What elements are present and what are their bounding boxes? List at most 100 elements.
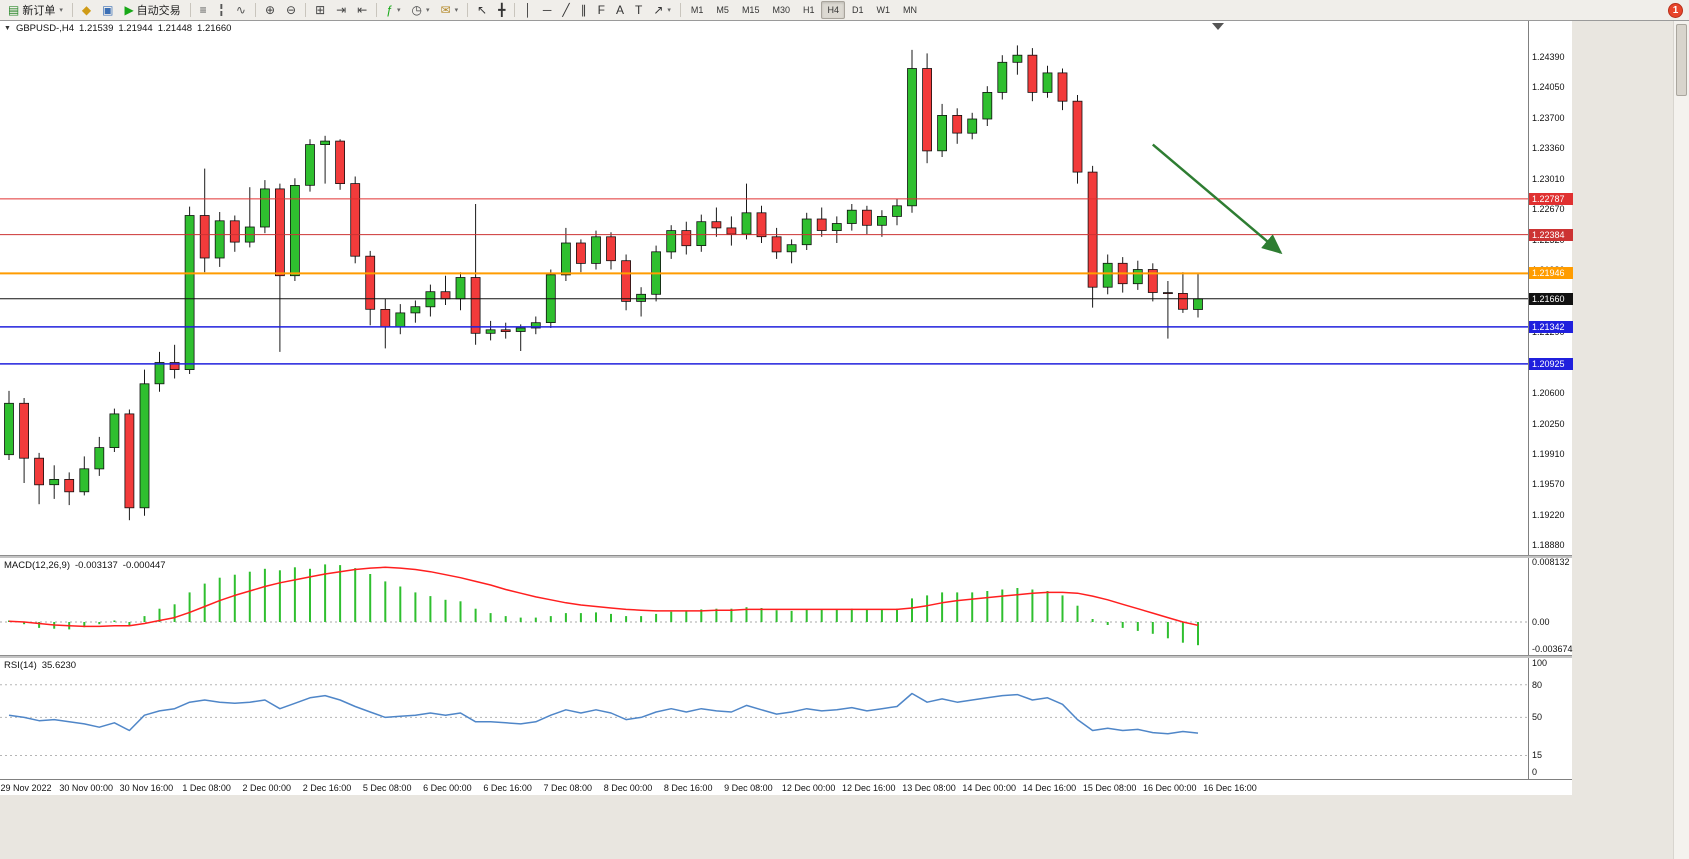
label-icon-button[interactable]: T — [630, 1, 647, 19]
trendline-icon: ╱ — [562, 3, 570, 17]
charts-icon-button[interactable]: ◆ — [77, 1, 96, 19]
zoom-out-icon: ⊖ — [286, 3, 297, 17]
toolbar-separator — [254, 3, 256, 17]
rsi-plot[interactable] — [0, 658, 1528, 779]
axis-tick: 0.00 — [1532, 617, 1550, 627]
cursor-icon: ↖ — [477, 3, 488, 17]
time-axis-label: 30 Nov 00:00 — [59, 783, 113, 793]
macd-signal-value: -0.000447 — [122, 560, 166, 571]
timeframe-w1-button[interactable]: W1 — [876, 5, 891, 15]
bottom-empty-area — [0, 796, 1572, 859]
notification-badge[interactable]: 1 — [1668, 3, 1683, 18]
toolbar-separator — [376, 3, 378, 17]
cursor-icon-button[interactable]: ↖ — [472, 1, 492, 19]
chart-window-gbpusd-h4: ▼ GBPUSD-,H4 1.21539 1.21944 1.21448 1.2… — [0, 21, 1573, 795]
axis-tick: 1.22670 — [1532, 204, 1565, 215]
time-axis-label: 16 Dec 00:00 — [1143, 783, 1197, 793]
autotrading-button[interactable]: ▶ 自动交易 — [119, 1, 185, 19]
profiles-icon-button[interactable]: ▣ — [97, 1, 118, 19]
horizontal-line-icon: ─ — [542, 3, 552, 17]
time-axis-label: 14 Dec 16:00 — [1022, 783, 1077, 793]
timeframe-m5-button[interactable]: M5 — [716, 5, 729, 15]
fibonacci-icon-button[interactable]: F — [593, 1, 610, 19]
new-order-icon: ▤ — [8, 3, 20, 17]
crosshair-icon-button[interactable]: ╋ — [493, 1, 510, 19]
arrows-icon-button[interactable]: ↗ ▾ — [648, 1, 676, 19]
price-chart-plot[interactable] — [0, 21, 1528, 555]
indicators-icon-button[interactable]: ƒ ▾ — [381, 1, 405, 19]
chart-symbol-period: GBPUSD-,H4 — [15, 23, 75, 34]
timeframe-m30-button[interactable]: M30 — [772, 5, 790, 15]
axis-tick: 1.24390 — [1532, 52, 1565, 62]
zoom-out-icon-button[interactable]: ⊖ — [281, 1, 301, 19]
rsi-line — [8, 692, 1199, 735]
new-order-button[interactable]: ▤ 新订单 ▾ — [3, 1, 68, 19]
trend-arrow[interactable] — [1151, 143, 1283, 255]
zoom-in-icon-button[interactable]: ⊕ — [260, 1, 280, 19]
axis-tick: 1.23700 — [1532, 113, 1565, 124]
axis-tick: 1.23360 — [1532, 143, 1565, 154]
symbol-expand-icon[interactable]: ▼ — [4, 25, 11, 32]
time-axis[interactable]: 29 Nov 2022 30 Nov 00:00 30 Nov 16:00 1 Dec… — [0, 779, 1572, 795]
time-axis-label: 2 Dec 00:00 — [242, 783, 292, 793]
macd-plot[interactable] — [0, 558, 1528, 655]
timeframe-mn-button[interactable]: MN — [903, 5, 918, 15]
axis-tick: 1.23010 — [1532, 174, 1565, 185]
workspace-gutter — [1572, 21, 1689, 859]
axis-tick: 1.20600 — [1532, 387, 1565, 398]
time-axis-label: 8 Dec 00:00 — [603, 783, 653, 793]
timeframe-m1-button[interactable]: M1 — [690, 5, 704, 15]
line-chart-icon-button[interactable]: ∿ — [231, 1, 251, 19]
text-icon: A — [615, 3, 624, 17]
chart-shift-marker[interactable] — [1212, 23, 1224, 30]
toolbar-separator — [71, 3, 73, 17]
toolbar-separator — [189, 3, 191, 17]
timeframe-h1-button[interactable]: H1 — [802, 5, 815, 15]
channel-icon-button[interactable]: ∥ — [576, 1, 592, 19]
chart-shift-icon-button[interactable]: ⇤ — [352, 1, 372, 19]
axis-tick: 100 — [1532, 658, 1548, 668]
time-axis-label: 1 Dec 08:00 — [182, 783, 231, 793]
pane-divider-macd[interactable] — [0, 555, 1572, 558]
ohlc-open: 1.21539 — [79, 23, 114, 34]
auto-scroll-icon: ⇥ — [336, 3, 347, 17]
chart-shift-icon: ⇤ — [357, 3, 368, 17]
scrollbar-thumb[interactable] — [1676, 24, 1687, 96]
time-axis-label: 16 Dec 16:00 — [1203, 783, 1257, 793]
time-axis-label: 29 Nov 2022 — [0, 783, 52, 793]
timeframe-m15-button[interactable]: M15 — [741, 5, 760, 15]
axis-tick: 15 — [1532, 750, 1543, 761]
ohlc-close: 1.21660 — [197, 23, 232, 34]
caret-down-icon: ▾ — [396, 7, 401, 14]
periods-icon-button[interactable]: ◷ ▾ — [407, 1, 435, 19]
caret-down-icon: ▾ — [59, 7, 63, 14]
periods-icon: ◷ — [411, 3, 422, 17]
time-axis-label: 14 Dec 00:00 — [962, 783, 1016, 793]
time-axis-label: 8 Dec 16:00 — [663, 783, 713, 793]
text-icon-button[interactable]: A — [611, 1, 629, 19]
trendline-icon-button[interactable]: ╱ — [557, 1, 574, 19]
rsi-label: RSI(14) 35.6230 — [4, 660, 76, 671]
timeframe-d1-button[interactable]: D1 — [852, 5, 864, 15]
candlestick-chart-icon-button[interactable]: ╏ — [213, 1, 230, 19]
toolbar-separator — [514, 3, 516, 17]
auto-scroll-icon-button[interactable]: ⇥ — [331, 1, 351, 19]
templates-icon-button[interactable]: ✉ ▾ — [436, 1, 464, 19]
bar-chart-icon-button[interactable]: ≡ — [195, 1, 212, 19]
label-icon: T — [634, 3, 643, 17]
pane-divider-rsi[interactable] — [0, 655, 1572, 658]
vertical-line-icon-button[interactable]: │ — [519, 1, 537, 19]
time-axis-label: 9 Dec 08:00 — [724, 783, 773, 793]
rsi-value: 35.6230 — [41, 660, 77, 671]
timeframe-h4-button[interactable]: H4 — [821, 1, 845, 19]
tile-windows-icon-button[interactable]: ⊞ — [310, 1, 330, 19]
toolbar-separator — [305, 3, 307, 17]
toolbar-separator — [679, 3, 681, 17]
channel-icon: ∥ — [580, 3, 587, 17]
line-chart-icon: ∿ — [235, 3, 246, 17]
horizontal-line-icon-button[interactable]: ─ — [538, 1, 557, 19]
time-axis-label: 15 Dec 08:00 — [1082, 783, 1137, 793]
vertical-scrollbar[interactable] — [1673, 21, 1689, 859]
axis-tick: 1.19220 — [1532, 509, 1565, 520]
price-axis[interactable]: 1.24390 1.24050 1.23700 1.23360 1.23010 1.226… — [1528, 21, 1573, 779]
